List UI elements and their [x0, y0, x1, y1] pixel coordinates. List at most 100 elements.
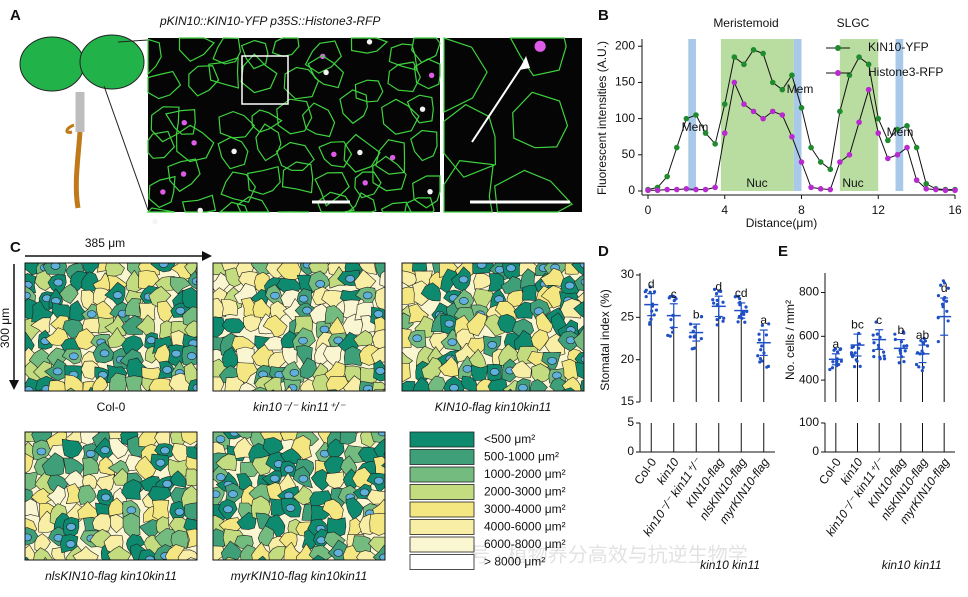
nucleus: [357, 149, 363, 156]
jitter-dot: [902, 360, 906, 364]
cell-outline: [413, 58, 441, 90]
stoma: [298, 474, 309, 483]
stoma: [392, 264, 401, 271]
y-tick-label: 5: [627, 415, 634, 429]
cell-outline: [318, 141, 353, 168]
jitter-dot: [692, 335, 696, 339]
jitter-dot: [743, 320, 747, 324]
pavement-cell: [177, 549, 197, 560]
stoma: [583, 385, 584, 390]
jitter-dot: [744, 305, 748, 309]
pavement-cell: [578, 394, 596, 416]
stoma: [69, 352, 79, 361]
pavement-cell: [383, 559, 384, 560]
pavement-cell: [197, 565, 218, 582]
data-point: [769, 79, 776, 86]
jitter-dot: [850, 352, 854, 357]
pavement-cell: [384, 553, 385, 555]
stoma: [175, 306, 186, 315]
pavement-cell: [263, 376, 283, 391]
pavement-cell: [239, 382, 259, 391]
stoma: [462, 365, 473, 373]
panel-label: A: [10, 7, 21, 24]
jitter-dot: [722, 316, 726, 320]
jitter-dot: [878, 357, 882, 361]
pavement-cell: [69, 270, 89, 292]
pavement-cell: [532, 241, 556, 259]
jitter-dot: [925, 344, 930, 348]
stoma: [203, 278, 212, 285]
jitter-dot: [711, 298, 715, 302]
pavement-cell: [74, 328, 99, 350]
pavement-cell: [193, 564, 217, 585]
data-point: [904, 123, 910, 129]
x-tick-label: Col-0: [816, 455, 844, 487]
jitter-dot: [942, 281, 947, 285]
pavement-cell: [213, 316, 226, 340]
jitter-dot: [757, 338, 762, 342]
cell-map: [25, 242, 212, 404]
jitter-dot: [693, 346, 697, 350]
stoma: [147, 397, 156, 404]
pavement-cell: [0, 528, 21, 547]
stoma: [213, 490, 221, 499]
significance-letter: d: [648, 277, 655, 291]
jitter-dot: [652, 290, 657, 294]
data-point: [817, 159, 824, 165]
legend-label: 6000-8000 μm²: [484, 537, 566, 551]
pavement-cell: [169, 242, 184, 261]
pavement-cell: [257, 555, 267, 560]
jitter-dot: [828, 367, 832, 372]
jitter-dot: [945, 309, 949, 313]
nucleus: [180, 171, 187, 177]
x-tick-label: 4: [721, 203, 728, 217]
map-frame: [212, 431, 386, 561]
stoma: [449, 384, 459, 391]
stoma: [269, 474, 280, 483]
panel-label: D: [598, 243, 609, 260]
pavement-cell: [445, 239, 463, 257]
data-point: [856, 54, 862, 60]
significance-letter: a: [832, 337, 839, 351]
pavement-cell: [104, 314, 127, 337]
map-caption: myrKIN10-flag kin10kin11: [231, 569, 368, 583]
group-label: kin10 kin11: [700, 558, 760, 572]
jitter-dot: [830, 366, 835, 370]
jitter-dot: [946, 319, 950, 323]
data-point: [798, 104, 805, 111]
cell-outline: [443, 37, 488, 113]
stoma: [321, 416, 330, 423]
pavement-cell: [196, 284, 212, 306]
stoma: [50, 263, 61, 270]
pavement-cell: [224, 556, 237, 560]
pavement-cell: [23, 411, 41, 429]
jitter-dot: [669, 317, 673, 322]
cell-outline: [381, 98, 420, 135]
pavement-cell: [308, 263, 330, 274]
data-point: [683, 186, 690, 192]
jitter-dot: [668, 334, 672, 338]
highlight: [688, 39, 696, 191]
pavement-cell: [574, 274, 584, 292]
annotation: Meristemoid: [713, 16, 778, 30]
jitter-dot: [917, 365, 921, 369]
jitter-dot: [936, 293, 941, 298]
jitter-dot: [757, 332, 761, 336]
cell-outline: [178, 37, 215, 63]
stoma: [580, 278, 584, 286]
stoma: [155, 458, 166, 467]
cell-outline: [255, 123, 282, 162]
data-point: [865, 86, 872, 93]
pavement-cell: [356, 550, 379, 560]
pavement-cell: [397, 241, 417, 259]
pavement-cell: [427, 375, 447, 391]
jitter-dot: [714, 292, 719, 296]
jitter-dot: [733, 295, 737, 299]
stoma: [227, 414, 236, 421]
cell-outline: [375, 139, 406, 175]
pavement-cell: [379, 270, 385, 288]
jitter-dot: [882, 354, 886, 358]
jitter-dot: [939, 283, 943, 287]
jitter-dot: [742, 312, 746, 317]
cell-outline: [147, 38, 162, 76]
